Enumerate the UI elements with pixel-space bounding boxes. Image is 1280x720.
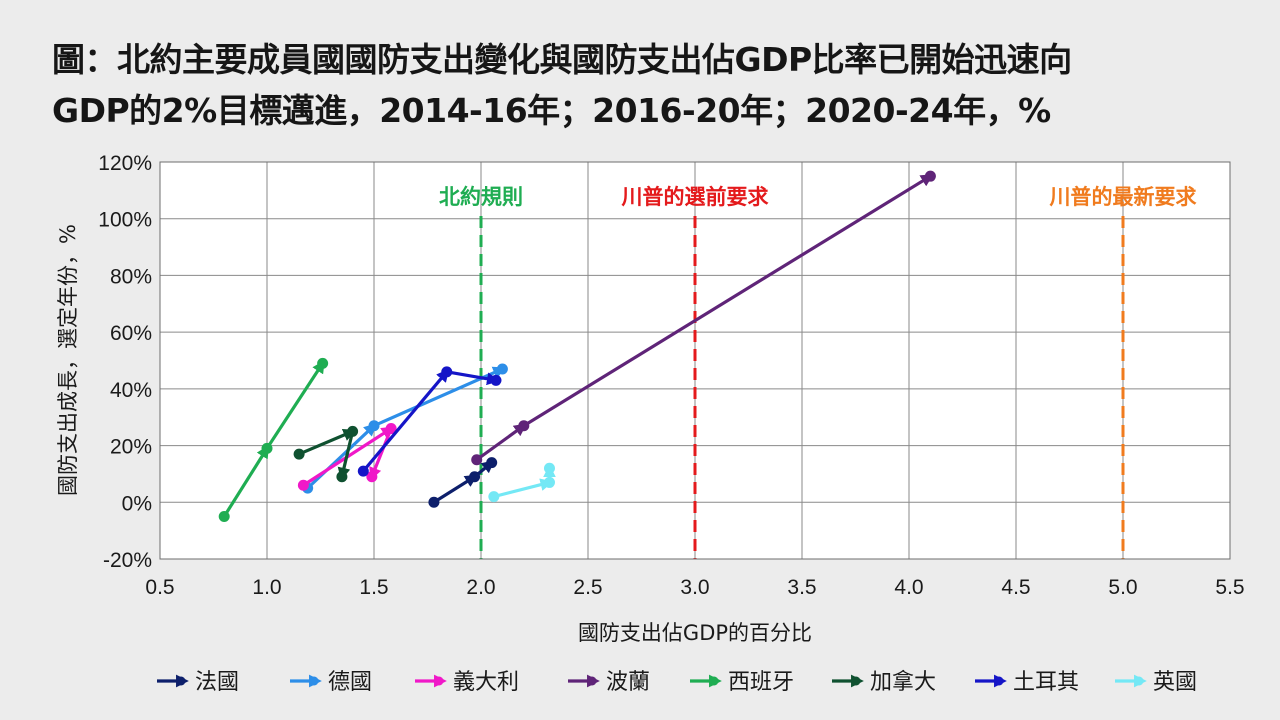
series-segment bbox=[369, 427, 393, 481]
data-point bbox=[293, 448, 305, 460]
legend-swatch-point bbox=[994, 676, 1004, 686]
y-tick-label: 80% bbox=[110, 265, 152, 288]
series-segment bbox=[337, 431, 355, 481]
x-tick-label: 2.5 bbox=[573, 576, 602, 599]
series-group bbox=[471, 170, 936, 466]
x-tick-label: 1.0 bbox=[252, 576, 281, 599]
plot-border bbox=[159, 161, 1231, 560]
legend-swatch-point bbox=[176, 676, 186, 686]
data-point bbox=[428, 496, 440, 508]
series-segment bbox=[433, 474, 478, 504]
y-tick-label: 100% bbox=[98, 209, 152, 232]
data-point bbox=[297, 479, 309, 491]
data-point bbox=[347, 425, 359, 437]
data-point bbox=[543, 476, 555, 488]
x-axis-title: 國防支出佔GDP的百分比 bbox=[578, 621, 812, 645]
data-point bbox=[218, 510, 230, 522]
data-point bbox=[357, 465, 369, 477]
series-group bbox=[218, 357, 329, 522]
data-point bbox=[924, 170, 936, 182]
x-tick-label: 2.0 bbox=[466, 576, 495, 599]
legend-label: 加拿大 bbox=[870, 669, 936, 695]
series-segment bbox=[298, 428, 357, 456]
chart-title-line-2: GDP的2%目標邁進，2014-16年；2016-20年；2020-24年，% bbox=[52, 91, 1051, 130]
legend-swatch-point bbox=[587, 676, 597, 686]
x-tick-label: 3.0 bbox=[680, 576, 709, 599]
data-point bbox=[385, 423, 397, 435]
y-tick-label: 0% bbox=[122, 492, 152, 515]
x-tick-label: 4.0 bbox=[894, 576, 923, 599]
data-point bbox=[496, 363, 508, 375]
data-point bbox=[469, 471, 481, 483]
legend-label: 英國 bbox=[1153, 670, 1197, 695]
legend-swatch-point bbox=[309, 676, 319, 686]
series-segment bbox=[475, 423, 527, 462]
data-point bbox=[317, 357, 329, 369]
legend-item: 法國 bbox=[157, 670, 239, 695]
series-segment bbox=[362, 368, 450, 473]
reference-line-label: 川普的選前要求 bbox=[621, 185, 769, 209]
axes: 0.5 1.0 1.5 2.0 2.5 3.0 3.5 4.0 4.5 5.0 5.5 -20% 0% 2… bbox=[98, 152, 1244, 599]
series-segment bbox=[446, 370, 500, 386]
x-tick-label: 3.5 bbox=[787, 576, 816, 599]
data-point bbox=[518, 420, 530, 432]
series-group bbox=[428, 457, 498, 508]
x-tick-label: 0.5 bbox=[145, 576, 174, 599]
legend-item: 英國 bbox=[1115, 670, 1197, 695]
series-segment bbox=[522, 174, 934, 428]
x-tick-label: 5.0 bbox=[1108, 576, 1137, 599]
reference-lines: 北約規則 川普的選前要求 川普的最新要求 bbox=[439, 185, 1197, 559]
series-group bbox=[488, 462, 556, 503]
y-tick-label: 60% bbox=[110, 322, 152, 345]
data-point bbox=[336, 471, 348, 483]
legend-item: 土耳其 bbox=[975, 670, 1079, 695]
reference-line-label: 川普的最新要求 bbox=[1049, 185, 1197, 209]
y-axis-title: 國防支出成長，選定年份，% bbox=[56, 224, 80, 496]
data-point bbox=[261, 442, 273, 454]
data-point bbox=[486, 457, 498, 469]
data-point bbox=[366, 471, 378, 483]
legend-label: 義大利 bbox=[453, 670, 519, 695]
series-group bbox=[293, 425, 359, 483]
series-group bbox=[357, 366, 502, 477]
series-segment bbox=[493, 478, 554, 499]
legend-label: 西班牙 bbox=[728, 670, 794, 695]
legend-item: 義大利 bbox=[415, 670, 519, 695]
series-segment bbox=[306, 423, 377, 490]
y-tick-label: 40% bbox=[110, 379, 152, 402]
legend-label: 法國 bbox=[195, 670, 239, 695]
legend-swatch-point bbox=[434, 676, 444, 686]
data-point bbox=[441, 366, 453, 378]
x-tick-label: 5.5 bbox=[1215, 576, 1244, 599]
data-point bbox=[490, 374, 502, 386]
series-layer bbox=[218, 170, 936, 522]
series-segment bbox=[222, 445, 270, 518]
series-segment bbox=[265, 360, 325, 450]
legend-label: 德國 bbox=[328, 670, 372, 695]
x-tick-label: 4.5 bbox=[1001, 576, 1030, 599]
data-point bbox=[488, 491, 500, 503]
legend-item: 西班牙 bbox=[690, 670, 794, 695]
legend-swatch-point bbox=[709, 676, 719, 686]
data-point bbox=[368, 420, 380, 432]
legend: 法國 德國 義大利 波蘭 西班牙 加拿大 土耳其 英國 bbox=[157, 669, 1197, 695]
legend-item: 德國 bbox=[290, 670, 372, 695]
legend-item: 波蘭 bbox=[568, 670, 650, 695]
data-point bbox=[471, 454, 483, 466]
reference-line-label: 北約規則 bbox=[439, 185, 523, 209]
legend-label: 土耳其 bbox=[1013, 670, 1079, 695]
legend-label: 波蘭 bbox=[606, 670, 650, 695]
legend-swatch-point bbox=[851, 676, 861, 686]
legend-item: 加拿大 bbox=[832, 669, 936, 695]
y-tick-label: 20% bbox=[110, 436, 152, 459]
y-tick-label: -20% bbox=[103, 549, 152, 572]
y-tick-label: 120% bbox=[98, 152, 152, 175]
chart-title: 圖：北約主要成員國國防支出變化與國防支出佔GDP比率已開始迅速向 GDP的2%目… bbox=[52, 34, 1252, 136]
chart-title-line-1: 圖：北約主要成員國國防支出變化與國防支出佔GDP比率已開始迅速向 bbox=[52, 40, 1072, 79]
x-tick-label: 1.5 bbox=[359, 576, 388, 599]
legend-swatch-point bbox=[1134, 676, 1144, 686]
data-point bbox=[543, 462, 555, 474]
